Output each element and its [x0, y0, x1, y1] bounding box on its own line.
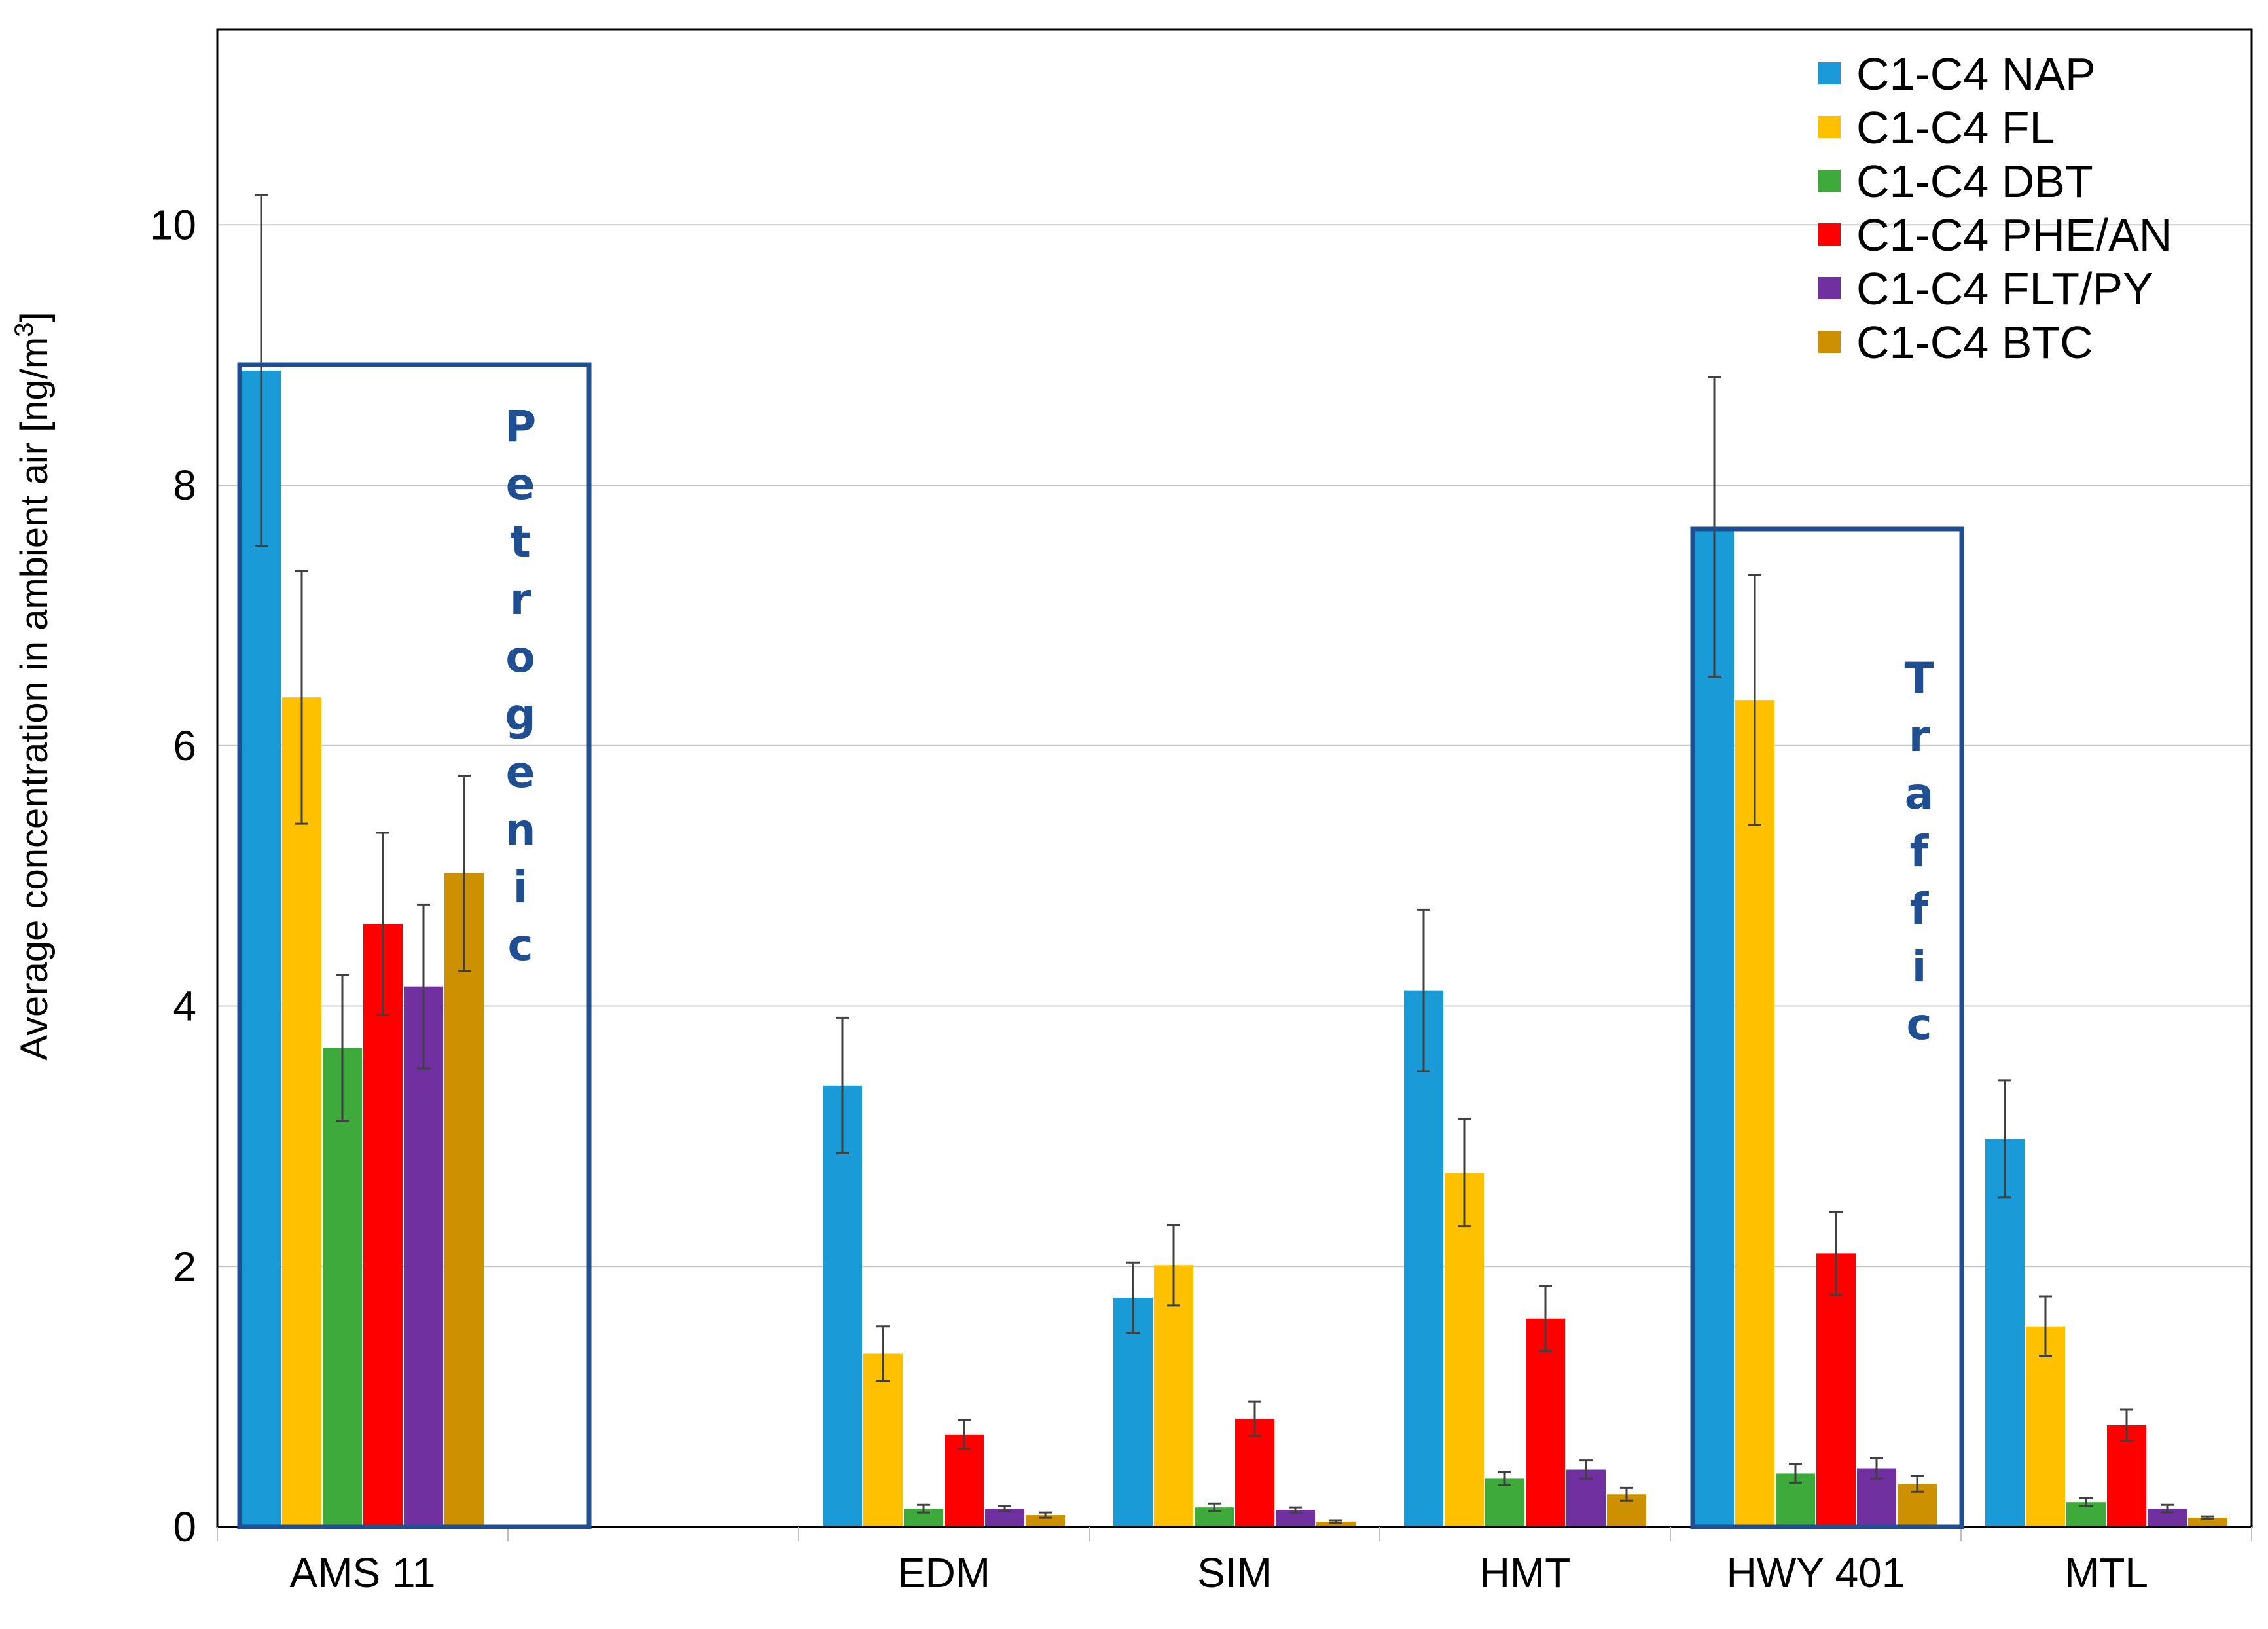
bar: [2026, 1326, 2065, 1527]
annotation-box: [237, 362, 592, 1529]
bar: [1154, 1265, 1193, 1527]
bar: [242, 371, 281, 1527]
bar: [1816, 1253, 1856, 1527]
annotation-letter: P: [505, 401, 536, 452]
y-tick-label: 2: [173, 1243, 196, 1290]
bar: [1735, 700, 1774, 1527]
annotation-letter: r: [510, 574, 531, 625]
legend-swatch: [1818, 277, 1841, 299]
bar: [945, 1434, 984, 1527]
legend-swatch: [1818, 223, 1841, 246]
annotation-letter: t: [510, 517, 531, 567]
bar: [323, 1048, 362, 1527]
legend-swatch: [1818, 62, 1841, 84]
legend-label: C1-C4 FL: [1856, 102, 2055, 153]
x-tick-label: MTL: [2064, 1549, 2148, 1596]
annotation-letter: f: [1910, 884, 1930, 934]
annotation-letter: f: [1910, 826, 1930, 877]
bar: [404, 986, 443, 1527]
y-axis-title: Average concentration in ambient air [ng…: [10, 312, 56, 1060]
y-tick-label: 10: [150, 201, 196, 248]
x-tick-label: SIM: [1197, 1549, 1272, 1596]
bar: [363, 924, 403, 1527]
error-bars: [255, 194, 2214, 1524]
bar: [1113, 1297, 1153, 1527]
bar: [2107, 1425, 2146, 1527]
bar: [1026, 1515, 1065, 1527]
bar: [2188, 1518, 2227, 1527]
legend-label: C1-C4 BTC: [1856, 317, 2093, 368]
bar: [1235, 1418, 1274, 1527]
annotation-letter: o: [505, 632, 535, 682]
bar: [1695, 526, 1734, 1527]
annotation-letter: e: [506, 747, 535, 797]
bar: [863, 1353, 903, 1527]
gridlines: [217, 224, 2252, 1268]
y-tick-label: 8: [173, 462, 196, 509]
annotation-letter: i: [513, 862, 528, 913]
annotation-letter: c: [1906, 999, 1932, 1050]
legend-label: C1-C4 NAP: [1856, 48, 2096, 100]
bar: [1404, 990, 1443, 1527]
y-tick-label: 6: [173, 722, 196, 769]
bar: [1985, 1139, 2025, 1527]
x-tick-label: HMT: [1480, 1549, 1571, 1596]
bar: [1526, 1318, 1565, 1527]
annotation-letter: r: [1909, 711, 1930, 761]
annotation-letter: g: [505, 689, 535, 740]
annotation-letter: e: [506, 459, 535, 509]
bar: [444, 873, 484, 1527]
annotation-letter: c: [507, 920, 533, 970]
annotation-box: [1690, 526, 1964, 1529]
annotation-letter: i: [1912, 942, 1927, 992]
legend-swatch: [1818, 170, 1841, 192]
bar: [282, 697, 321, 1527]
legend-swatch: [1818, 331, 1841, 353]
y-tick-label: 0: [173, 1503, 196, 1550]
legend-swatch: [1818, 116, 1841, 138]
x-tick-label: AMS 11: [290, 1549, 436, 1596]
bar: [823, 1085, 862, 1527]
annotation-letter: n: [505, 805, 536, 855]
y-tick-label: 4: [173, 983, 196, 1030]
bars: [242, 371, 2227, 1527]
bar: [1445, 1173, 1484, 1527]
bar: [1316, 1522, 1356, 1527]
x-axis: AMS 11 EDM SIM HMT HWY 401 MTL: [217, 1527, 2252, 1596]
bar: [1485, 1478, 1524, 1527]
x-tick-label: EDM: [897, 1549, 990, 1596]
legend-label: C1-C4 FLT/PY: [1856, 263, 2153, 314]
annotation-letter: a: [1905, 769, 1934, 819]
annotation-letter: T: [1904, 653, 1934, 704]
plot-frame: [216, 28, 2253, 1528]
x-tick-label: HWY 401: [1727, 1549, 1905, 1596]
legend-label: C1-C4 PHE/AN: [1856, 210, 2172, 261]
y-axis: 0 2 4 6 8 10: [150, 201, 196, 1550]
legend-label: C1-C4 DBT: [1856, 156, 2093, 207]
